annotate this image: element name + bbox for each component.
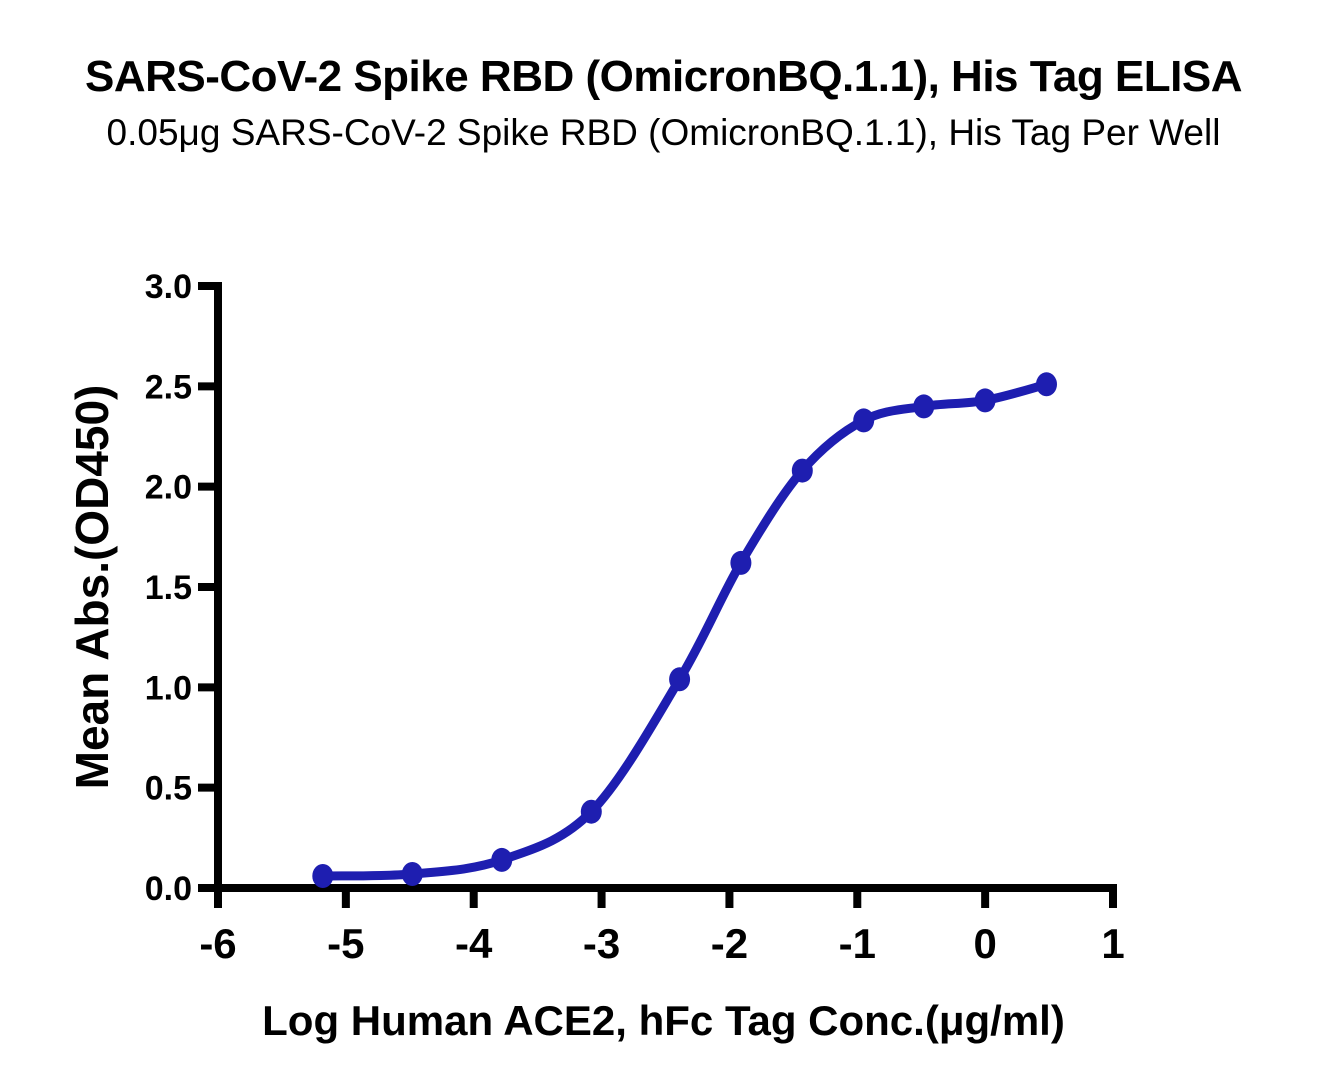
fit-curve [318, 379, 1051, 881]
x-tick-label: 1 [1101, 920, 1124, 967]
y-tick-label: 2.5 [145, 368, 192, 406]
y-tick-label: 1.0 [145, 669, 192, 707]
x-tick-label: -2 [711, 920, 748, 967]
data-point [853, 408, 875, 433]
data-point [580, 799, 602, 824]
y-tick-label: 0.5 [145, 770, 192, 808]
x-tick-label: -3 [583, 920, 620, 967]
x-tick-label: -1 [839, 920, 876, 967]
data-point [730, 550, 752, 575]
y-tick-label: 0.0 [145, 870, 192, 908]
x-tick-label: -6 [199, 920, 236, 967]
chart-title: SARS-CoV-2 Spike RBD (OmicronBQ.1.1), Hi… [85, 52, 1243, 101]
data-point [974, 388, 996, 413]
data-point [669, 667, 691, 692]
x-axis-title: Log Human ACE2, hFc Tag Conc.(μg/ml) [262, 997, 1065, 1044]
x-tick-label: 0 [973, 920, 996, 967]
y-tick-label: 1.5 [145, 569, 192, 607]
x-tick-label: -4 [455, 920, 493, 967]
y-tick-label: 3.0 [145, 268, 192, 306]
data-point [312, 864, 334, 888]
data-point [791, 458, 813, 483]
x-tick-label: -5 [327, 920, 364, 967]
chart-subtitle: 0.05μg SARS-CoV-2 Spike RBD (OmicronBQ.1… [106, 112, 1221, 153]
y-tick-label: 2.0 [145, 469, 192, 507]
data-point [1036, 372, 1057, 397]
data-point [401, 862, 423, 886]
data-point [491, 847, 513, 872]
data-point [913, 394, 935, 419]
